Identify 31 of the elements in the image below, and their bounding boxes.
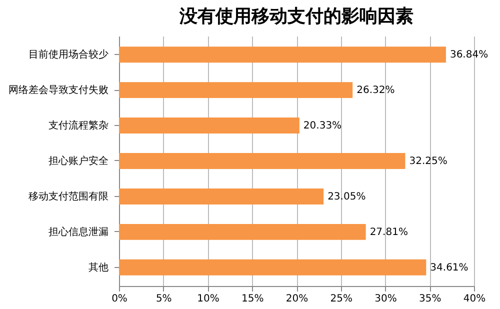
bar	[119, 46, 446, 63]
x-tick-label: 35%	[419, 294, 442, 304]
y-tick-label: 网络差会导致支付失败	[8, 84, 108, 96]
bar	[119, 82, 353, 98]
y-tick-label: 移动支付范围有限	[28, 190, 108, 202]
x-tick-label: 40%	[463, 294, 486, 304]
bar	[119, 259, 426, 276]
x-tick-label: 15%	[242, 294, 264, 304]
data-label: 26.32%	[356, 85, 395, 96]
data-label: 34.61%	[430, 262, 468, 274]
x-tick-label: 20%	[286, 294, 308, 304]
y-tick-label: 目前使用场合较少	[28, 48, 108, 61]
data-label: 23.05%	[328, 191, 366, 202]
x-tick-label: 10%	[197, 294, 220, 304]
data-label: 27.81%	[370, 226, 408, 238]
data-label: 32.25%	[409, 156, 448, 167]
x-tick-label: 30%	[374, 294, 397, 304]
x-tick-label: 25%	[330, 294, 352, 304]
x-tick-label: 5%	[156, 294, 172, 304]
y-tick-label: 其他	[88, 261, 108, 274]
data-label: 20.33%	[303, 120, 342, 132]
data-label: 36.84%	[450, 50, 488, 61]
bar	[119, 224, 366, 240]
y-tick-label: 担心账户安全	[48, 155, 108, 167]
y-tick-label: 支付流程繁杂	[48, 120, 108, 132]
bar	[119, 118, 300, 134]
chart-title: 没有使用移动支付的影响因素	[178, 6, 414, 27]
y-tick-label: 担心信息泄漏	[48, 226, 108, 238]
bar	[119, 153, 406, 169]
bar	[119, 188, 324, 204]
x-tick-label: 0%	[112, 294, 128, 304]
